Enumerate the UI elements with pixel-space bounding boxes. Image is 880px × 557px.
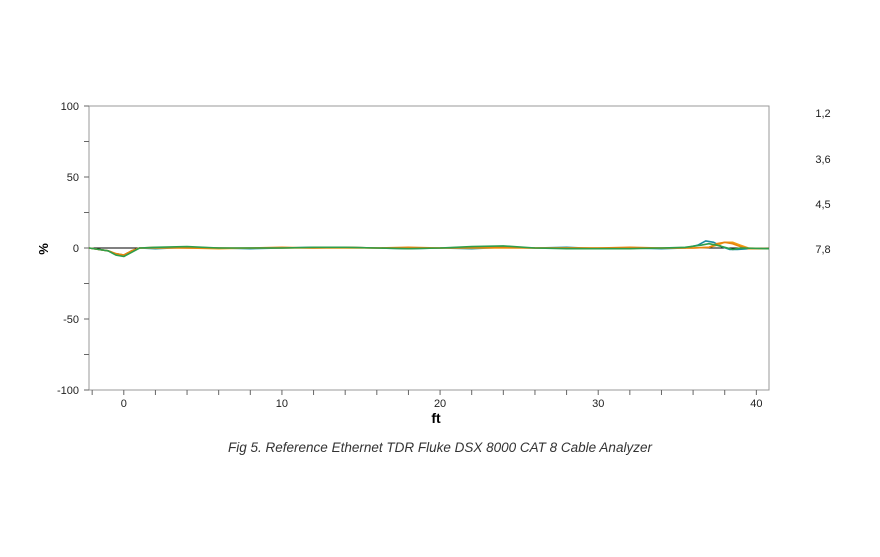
legend-label: 4,5 [815,199,830,211]
y-axis: 100 50 0 -50 -100 [57,101,89,397]
y-axis-label: % [36,243,51,255]
x-tick-label: 40 [750,398,762,410]
y-tick-label: -100 [57,385,79,397]
legend-label: 3,6 [815,154,830,166]
series-lines [88,240,770,258]
y-tick-label: 100 [61,101,79,113]
x-axis-label: ft [431,410,441,426]
legend-label: 1,2 [815,108,830,120]
x-tick-label: 20 [434,398,446,410]
y-tick-label: 0 [73,243,79,255]
series-line-4 [88,242,770,258]
legend-label: 7,8 [815,244,830,256]
y-tick-label: 50 [67,172,79,184]
x-tick-label: 10 [276,398,288,410]
figure-caption: Fig 5. Reference Ethernet TDR Fluke DSX … [228,440,652,455]
x-tick-label: 0 [121,398,127,410]
x-axis: 0 10 20 30 40 [91,390,762,410]
y-tick-label: -50 [63,314,79,326]
x-tick-label: 30 [592,398,604,410]
legend: 1,2 3,6 4,5 7,8 [815,108,830,256]
